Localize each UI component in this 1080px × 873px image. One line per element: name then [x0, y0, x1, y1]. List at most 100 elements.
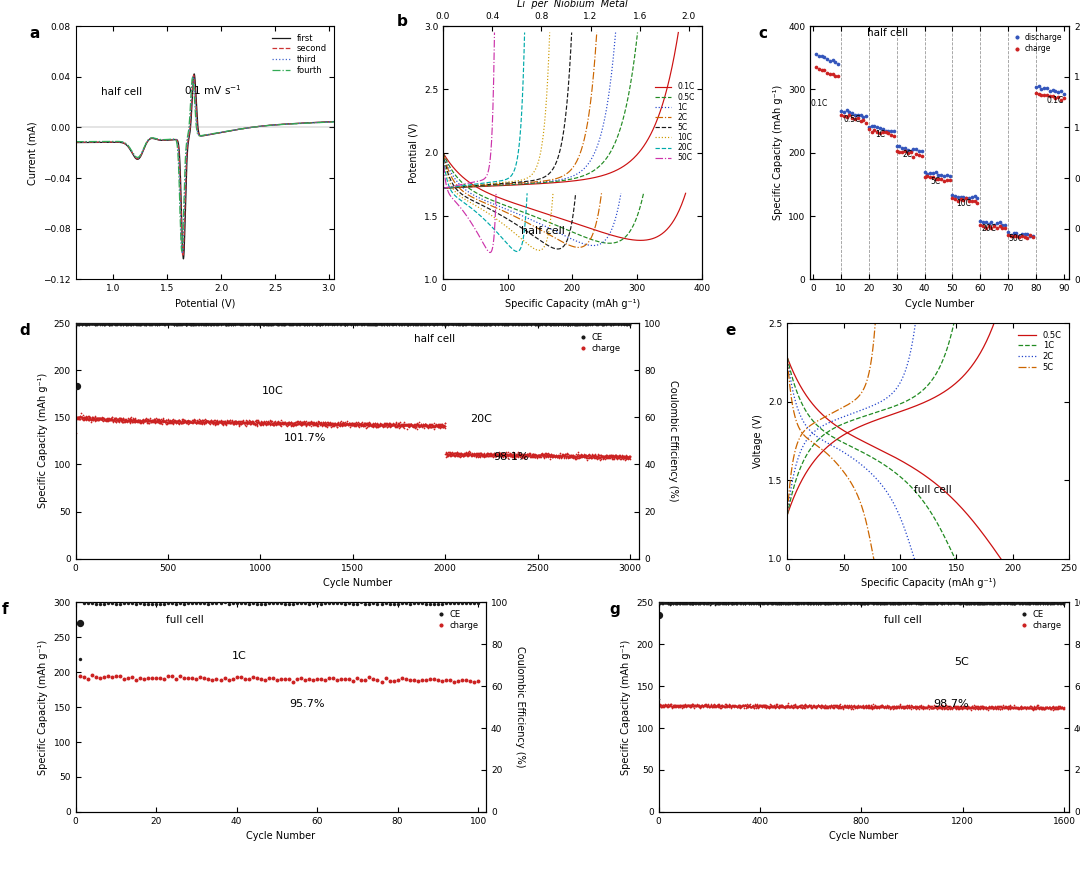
Point — [1021, 596, 1038, 610]
Point — [302, 316, 320, 330]
Point — [351, 416, 368, 430]
1C — [539, 176, 552, 187]
Point — [966, 596, 983, 610]
Point — [325, 317, 342, 331]
Point — [586, 317, 604, 331]
Point — [705, 595, 723, 609]
Point — [420, 317, 437, 331]
Point — [245, 416, 262, 430]
Point — [323, 420, 340, 434]
Point — [255, 317, 272, 331]
Point — [216, 416, 233, 430]
Point — [242, 317, 259, 331]
Point — [748, 595, 766, 609]
Point — [222, 316, 240, 330]
Point — [568, 318, 585, 332]
Point — [78, 414, 95, 428]
Point — [225, 416, 242, 430]
Point — [232, 670, 249, 684]
Point — [201, 416, 218, 430]
Point — [301, 416, 319, 430]
Point — [501, 450, 518, 464]
Point — [1054, 597, 1071, 611]
Point — [71, 412, 89, 426]
Point — [352, 317, 369, 331]
Point — [928, 702, 945, 716]
Point — [554, 447, 571, 461]
Point — [268, 672, 285, 686]
Point — [973, 596, 990, 610]
Point — [711, 697, 728, 711]
Point — [847, 595, 864, 609]
Point — [399, 418, 416, 432]
Point — [873, 597, 890, 611]
Point — [306, 418, 323, 432]
Point — [68, 410, 85, 424]
Point — [1041, 701, 1058, 715]
Point — [267, 416, 284, 430]
Point — [783, 699, 800, 713]
Point — [202, 317, 219, 331]
Point — [224, 596, 241, 610]
Point — [700, 698, 717, 711]
Point — [249, 317, 267, 331]
Point — [274, 318, 292, 332]
Point — [893, 700, 910, 714]
Point — [526, 448, 543, 462]
5C — [836, 402, 849, 413]
Point — [171, 317, 188, 331]
third — [187, 71, 200, 81]
Point — [931, 595, 948, 609]
Point — [320, 317, 337, 331]
Point — [888, 701, 905, 715]
Point — [104, 670, 121, 684]
Point — [361, 597, 378, 611]
Point — [426, 672, 443, 686]
Point — [604, 317, 621, 331]
Point — [977, 595, 995, 609]
Point — [78, 317, 95, 331]
Point — [878, 597, 895, 611]
Point — [69, 411, 86, 425]
Point — [353, 316, 370, 330]
Point — [945, 700, 962, 714]
Point — [708, 698, 726, 712]
Point — [258, 415, 275, 429]
Point — [889, 596, 906, 610]
Point — [599, 450, 617, 464]
Point — [141, 414, 159, 428]
Point — [728, 596, 745, 610]
Point — [373, 317, 390, 331]
Point — [436, 416, 454, 430]
Point — [846, 596, 863, 610]
Point — [90, 316, 107, 330]
Point — [495, 317, 512, 331]
Point — [1004, 701, 1022, 715]
Point — [210, 318, 227, 332]
Point — [286, 416, 303, 430]
Point — [529, 318, 546, 332]
Point — [939, 173, 956, 187]
Point — [117, 317, 134, 331]
Point — [285, 317, 302, 331]
Point — [221, 317, 239, 331]
Point — [841, 700, 859, 714]
Point — [804, 596, 821, 610]
Point — [272, 419, 289, 433]
Point — [958, 191, 975, 205]
Point — [530, 448, 548, 462]
Point — [1012, 595, 1029, 609]
Point — [267, 416, 284, 430]
Point — [189, 416, 206, 430]
Point — [430, 418, 447, 432]
Point — [1032, 596, 1050, 610]
Point — [139, 317, 157, 331]
Point — [294, 317, 311, 331]
Point — [269, 317, 286, 331]
Point — [459, 449, 476, 463]
Point — [445, 596, 462, 610]
Point — [818, 595, 835, 609]
Point — [988, 596, 1005, 610]
Point — [1007, 596, 1024, 610]
Point — [754, 596, 771, 610]
